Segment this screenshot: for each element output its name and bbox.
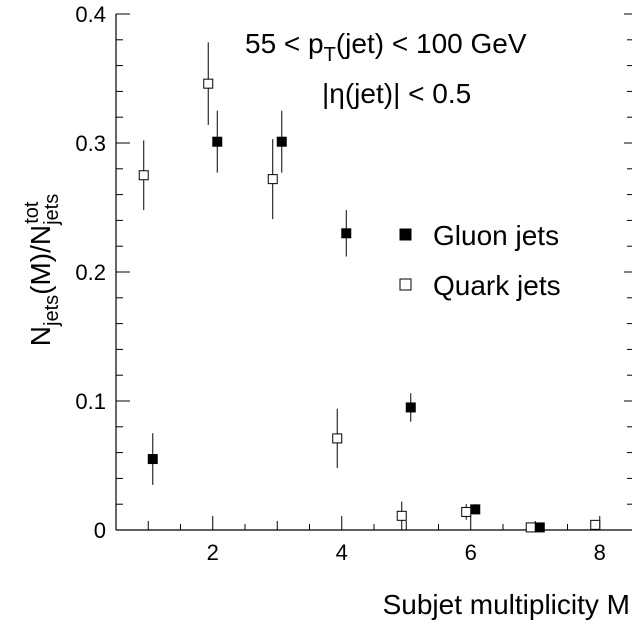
- gluon-point: [276, 136, 287, 147]
- series-quark-jets: [138, 42, 601, 533]
- quark-point: [396, 510, 407, 521]
- y-tick-label: 0.4: [75, 2, 106, 27]
- quark-point: [203, 78, 214, 89]
- y-tick-label: 0: [94, 518, 106, 543]
- y-axis-title: Njets(M)/Njetstot: [21, 194, 63, 346]
- gluon-point: [405, 402, 416, 413]
- gluon-point: [341, 228, 352, 239]
- legend-marker-gluon: [399, 228, 412, 241]
- quark-point: [461, 506, 472, 517]
- quark-point: [590, 519, 601, 530]
- series-layer: [138, 42, 601, 533]
- annotation-line1: 55 < pT(jet) < 100 GeV: [245, 28, 527, 66]
- y-tick-label: 0.1: [75, 389, 106, 414]
- tick-labels: 2 4 6 8 0 0.1 0.2 0.3 0.4: [75, 2, 605, 565]
- quark-point: [332, 433, 343, 444]
- x-tick-label: 8: [594, 540, 606, 565]
- x-tick-label: 2: [207, 540, 219, 565]
- tick-marks: [116, 13, 632, 531]
- legend-label: Quark jets: [433, 270, 561, 301]
- y-tick-label: 0.2: [75, 260, 106, 285]
- quark-point: [525, 522, 536, 533]
- x-axis-title: Subjet multiplicity M: [383, 589, 630, 620]
- legend-marker-quark: [399, 278, 412, 291]
- quark-point: [138, 170, 149, 181]
- y-tick-label: 0.3: [75, 131, 106, 156]
- series-gluon-jets: [147, 110, 545, 533]
- gluon-point: [534, 522, 545, 533]
- legend-label: Gluon jets: [433, 220, 559, 251]
- legend: Gluon jets Quark jets: [399, 220, 561, 301]
- x-tick-label: 4: [336, 540, 348, 565]
- quark-point: [267, 174, 278, 185]
- annotation-line2: |η(jet)| < 0.5: [322, 78, 471, 109]
- gluon-point: [470, 504, 481, 515]
- gluon-point: [147, 454, 158, 465]
- x-tick-label: 6: [465, 540, 477, 565]
- gluon-point: [212, 136, 223, 147]
